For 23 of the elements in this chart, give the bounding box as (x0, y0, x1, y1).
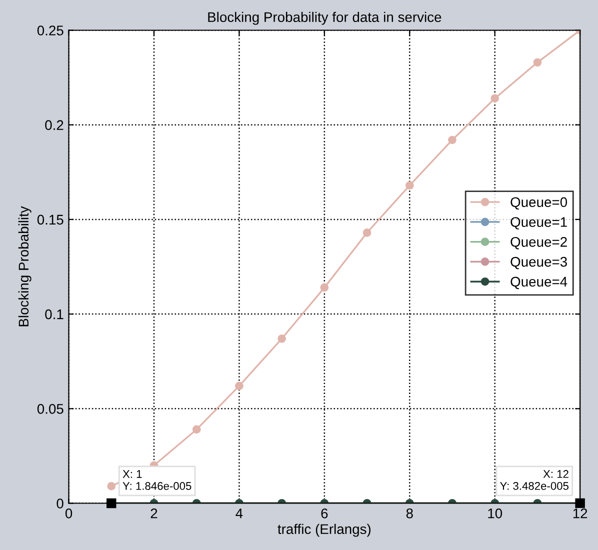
y-axis-title: Blocking Probability (18, 206, 32, 326)
legend-label: Queue=3 (510, 256, 567, 270)
y-tick-label: 0.15 (37, 214, 64, 225)
x-tick-label: 0 (65, 508, 72, 518)
chart-title: Blocking Probability for data in service (208, 12, 442, 25)
y-tick-label: 0 (56, 498, 64, 508)
x-tick-label: 10 (488, 508, 502, 518)
x-tick-label: 4 (236, 508, 243, 518)
y-tick-label: 0.05 (37, 404, 64, 414)
x-axis-title: traffic (Erlangs) (278, 524, 371, 537)
y-tick-label: 0.2 (45, 120, 64, 130)
legend-label: Queue=1 (510, 217, 567, 230)
annotation: X: 1 Y: 1.846e-005 (122, 470, 192, 490)
x-tick-label: 8 (406, 508, 413, 518)
annotation: X: 12 Y: 3.482e-005 (500, 470, 568, 490)
legend-label: Queue=4 (510, 276, 568, 290)
x-tick-label: 6 (321, 508, 328, 518)
legend-label: Queue=0 (510, 197, 568, 210)
x-tick-label: 12 (573, 508, 588, 518)
x-tick-label: 2 (150, 508, 158, 518)
y-tick-label: 0.1 (45, 309, 64, 320)
y-tick-label: 0.25 (37, 26, 64, 36)
legend-label: Queue=2 (510, 236, 567, 250)
